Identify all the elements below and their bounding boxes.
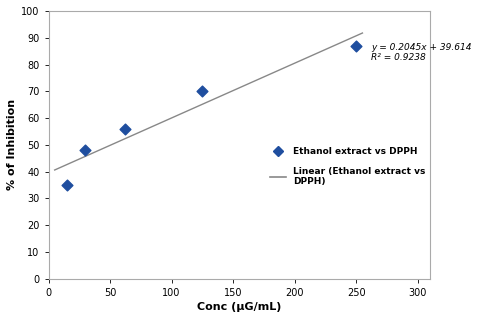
- Text: y = 0.2045x + 39.614
R² = 0.9238: y = 0.2045x + 39.614 R² = 0.9238: [371, 43, 471, 63]
- Point: [63, 182, 71, 188]
- Y-axis label: % of Inhibition: % of Inhibition: [7, 99, 17, 190]
- Legend: Ethanol extract vs DPPH, Linear (Ethanol extract vs
DPPH): Ethanol extract vs DPPH, Linear (Ethanol…: [266, 143, 430, 189]
- Point: [352, 43, 360, 48]
- Point: [199, 89, 206, 94]
- Point: [121, 126, 129, 131]
- Point: [82, 148, 89, 153]
- X-axis label: Conc (µG/mL): Conc (µG/mL): [197, 302, 282, 312]
